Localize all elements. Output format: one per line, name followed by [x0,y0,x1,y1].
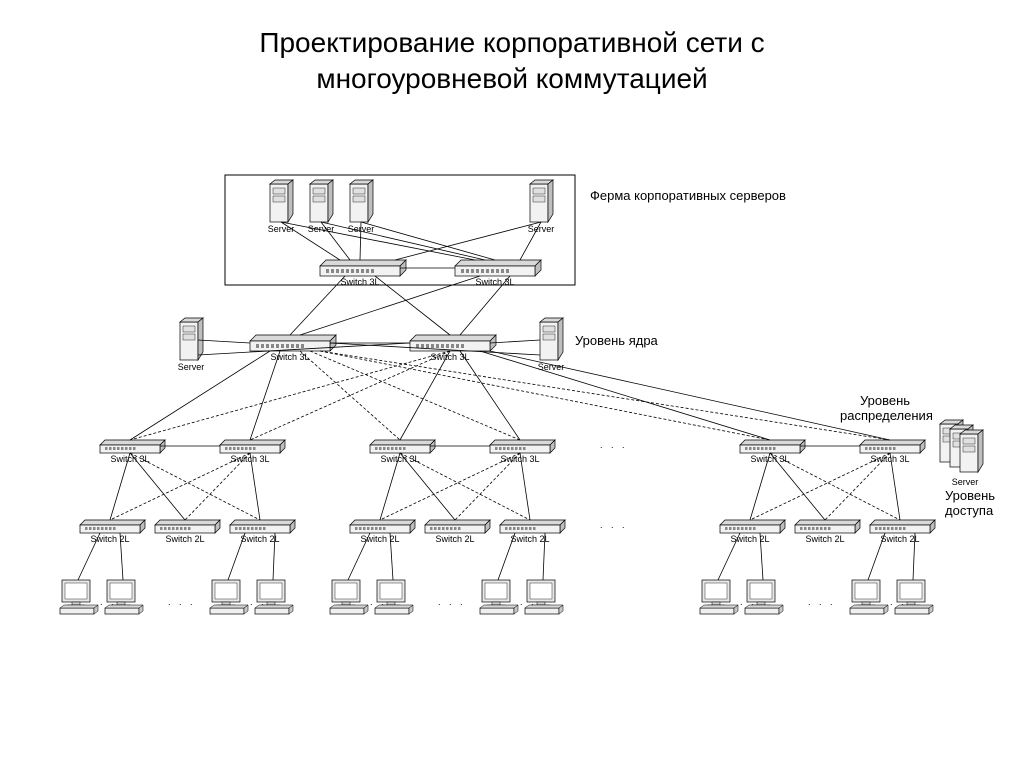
server-icon [530,180,553,222]
switch3l-label: Switch 3L [475,277,514,287]
pc-icon [480,580,518,614]
switch-icon [100,440,165,453]
pc-icon [330,580,368,614]
network-diagram: Server Server Server Server Switch 3L Sw… [0,0,1024,768]
pc-icon [895,580,933,614]
server-icon [350,180,373,222]
switch-icon [870,520,935,533]
server-icon [960,430,983,472]
ellipsis: . . . [600,440,628,450]
switch2l-label: Switch 2L [360,534,399,544]
pc-icon [105,580,143,614]
ellipsis: . . . [600,520,628,530]
server-label: Server [528,224,555,234]
switch-icon [230,520,295,533]
access-level-label-line2: доступа [945,503,994,518]
switch2l-label: Switch 2L [880,534,919,544]
server-icon [180,318,203,360]
farm-level-label: Ферма корпоративных серверов [590,188,786,203]
dist-level-label-line2: распределения [840,408,933,423]
dist-level-label-line1: Уровень [860,393,910,408]
core-level-label: Уровень ядра [575,333,659,348]
switch-icon [860,440,925,453]
pc-icon [60,580,98,614]
server-icon [310,180,333,222]
switch-icon [425,520,490,533]
switch-icon [370,440,435,453]
server-icon [270,180,293,222]
server-icon [540,318,563,360]
switch2l-label: Switch 2L [240,534,279,544]
pc-icon [210,580,248,614]
switch2l-label: Switch 2L [805,534,844,544]
switch-icon [490,440,555,453]
switch-icon [500,520,565,533]
switch2l-label: Switch 2L [510,534,549,544]
ellipsis: . . . [168,597,196,607]
switch-icon [455,260,541,276]
pc-icon [745,580,783,614]
switch-icon [80,520,145,533]
switch2l-label: Switch 2L [730,534,769,544]
pc-icon [375,580,413,614]
switch-icon [350,520,415,533]
switch3l-label: Switch 3L [270,352,309,362]
switch-icon [320,260,406,276]
switch3l-label: Switch 3L [380,454,419,464]
pc-icon [525,580,563,614]
ellipsis: . . . [808,597,836,607]
switch3l-label: Switch 3L [110,454,149,464]
switch-icon [795,520,860,533]
switch2l-label: Switch 2L [90,534,129,544]
switch3l-label: Switch 3L [750,454,789,464]
switch-icon [740,440,805,453]
switch-icon [720,520,785,533]
switch-icon [220,440,285,453]
server-label: Server [952,477,979,487]
switch2l-label: Switch 2L [435,534,474,544]
switch3l-label: Switch 3L [340,277,379,287]
switch-icon [155,520,220,533]
server-label: Server [308,224,335,234]
pc-icon [700,580,738,614]
pc-icon [850,580,888,614]
server-label: Server [178,362,205,372]
access-level-label-line1: Уровень [945,488,995,503]
server-label: Server [268,224,295,234]
switch-icon [250,335,336,351]
switch2l-label: Switch 2L [165,534,204,544]
pc-icon [255,580,293,614]
ellipsis: . . . [438,597,466,607]
